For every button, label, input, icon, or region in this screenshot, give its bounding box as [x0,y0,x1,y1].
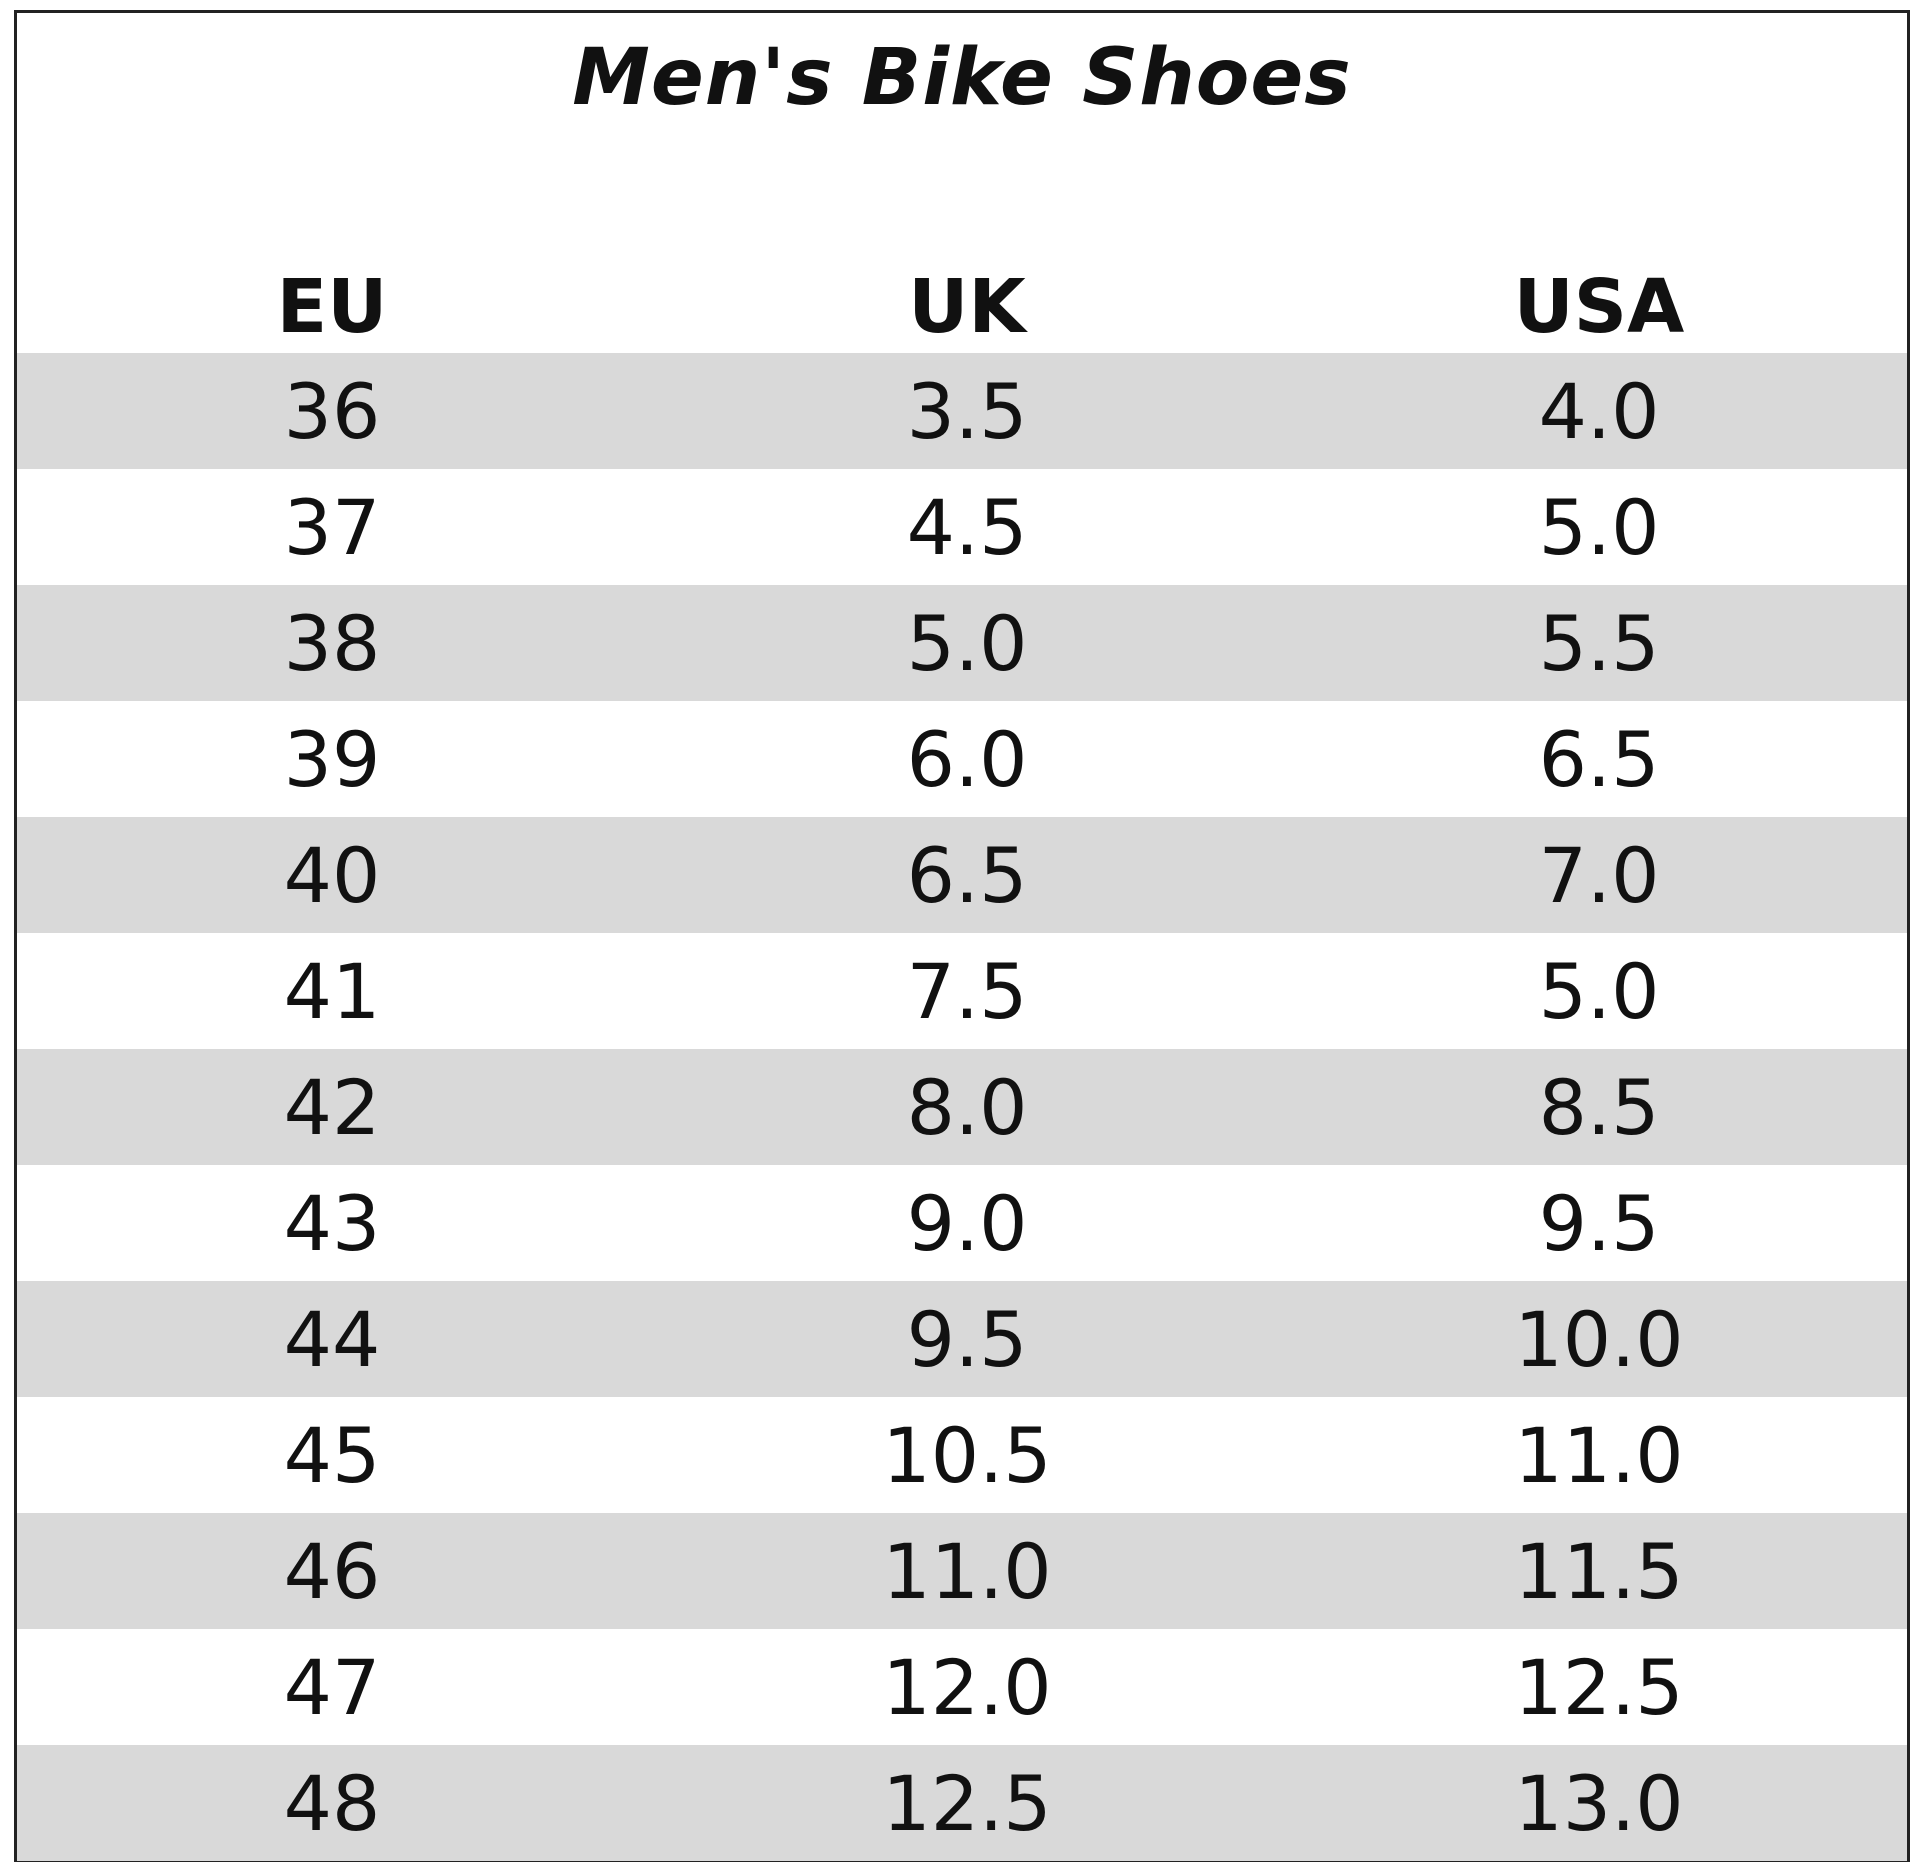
cell-usa: 5.0 [1538,946,1660,1036]
chart-title: Men's Bike Shoes [572,33,1352,123]
cell-eu: 40 [283,830,381,920]
table-row: 37 4.5 5.0 [17,469,1907,585]
cell-usa: 7.0 [1538,830,1660,920]
cell-eu: 39 [283,714,381,804]
cell-uk: 6.0 [906,714,1028,804]
cell-usa: 5.0 [1538,482,1660,572]
cell-usa: 5.5 [1538,598,1660,688]
cell-uk: 3.5 [906,366,1028,456]
cell-uk: 5.0 [906,598,1028,688]
cell-uk: 9.0 [906,1178,1028,1268]
header-uk: UK [908,264,1026,350]
table-row: 39 6.0 6.5 [17,701,1907,817]
cell-usa: 11.5 [1514,1526,1684,1616]
cell-usa: 8.5 [1538,1062,1660,1152]
cell-eu: 36 [283,366,381,456]
cell-eu: 38 [283,598,381,688]
cell-eu: 48 [283,1758,381,1848]
cell-uk: 4.5 [906,482,1028,572]
size-chart: Men's Bike Shoes EU UK USA 36 3.5 4.0 37 4.5… [14,10,1910,1862]
table-row: 42 8.0 8.5 [17,1049,1907,1165]
cell-eu: 47 [283,1642,381,1732]
table-row: 47 12.0 12.5 [17,1629,1907,1745]
cell-eu: 42 [283,1062,381,1152]
cell-uk: 10.5 [882,1410,1052,1500]
header-usa: USA [1513,264,1685,350]
cell-usa: 6.5 [1538,714,1660,804]
cell-eu: 45 [283,1410,381,1500]
header-eu: EU [276,264,388,350]
header-row: EU UK USA [17,249,1907,365]
table-row: 45 10.5 11.0 [17,1397,1907,1513]
table-body: 36 3.5 4.0 37 4.5 5.0 38 5.0 5.5 39 6.0 6.5 40 6.5 7.0… [17,353,1907,1861]
cell-eu: 43 [283,1178,381,1268]
cell-usa: 9.5 [1538,1178,1660,1268]
cell-usa: 12.5 [1514,1642,1684,1732]
table-row: 46 11.0 11.5 [17,1513,1907,1629]
cell-uk: 6.5 [906,830,1028,920]
cell-uk: 12.0 [882,1642,1052,1732]
cell-eu: 41 [283,946,381,1036]
cell-usa: 13.0 [1514,1758,1684,1848]
cell-usa: 4.0 [1538,366,1660,456]
table-row: 40 6.5 7.0 [17,817,1907,933]
table-row: 48 12.5 13.0 [17,1745,1907,1861]
cell-eu: 46 [283,1526,381,1616]
cell-uk: 9.5 [906,1294,1028,1384]
cell-uk: 11.0 [882,1526,1052,1616]
cell-uk: 7.5 [906,946,1028,1036]
table-row: 44 9.5 10.0 [17,1281,1907,1397]
table-row: 36 3.5 4.0 [17,353,1907,469]
cell-usa: 11.0 [1514,1410,1684,1500]
cell-usa: 10.0 [1514,1294,1684,1384]
cell-eu: 37 [283,482,381,572]
cell-uk: 12.5 [882,1758,1052,1848]
cell-eu: 44 [283,1294,381,1384]
table-row: 43 9.0 9.5 [17,1165,1907,1281]
table-row: 41 7.5 5.0 [17,933,1907,1049]
cell-uk: 8.0 [906,1062,1028,1152]
table-row: 38 5.0 5.5 [17,585,1907,701]
